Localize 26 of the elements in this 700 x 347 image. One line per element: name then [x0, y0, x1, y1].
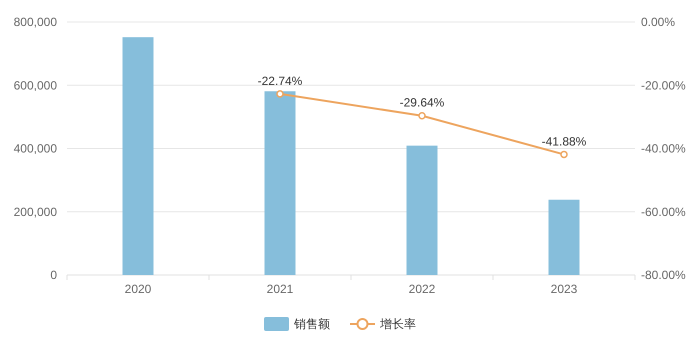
- bar: [548, 200, 580, 275]
- y-tick-label: 600,000: [14, 78, 58, 92]
- data-label: -29.64%: [400, 96, 445, 110]
- x-tick-label: 2020: [124, 282, 152, 296]
- bar: [264, 91, 296, 275]
- point: [276, 90, 284, 98]
- y2-tick-label: -60.00%: [641, 204, 686, 219]
- point: [560, 150, 568, 158]
- bar: [122, 37, 154, 275]
- bar: [406, 146, 438, 275]
- y2-tick-label: 0.00%: [641, 15, 676, 29]
- data-label: -22.74%: [258, 74, 303, 88]
- y-tick-label: 0: [50, 268, 58, 282]
- y-tick-label: 800,000: [14, 15, 58, 29]
- y2-tick-label: -40.00%: [641, 142, 686, 156]
- x-tick-label: 2023: [550, 282, 578, 296]
- y-tick-label: 400,000: [14, 142, 58, 156]
- data-label: -41.88%: [542, 134, 587, 148]
- x-tick-label: 2022: [408, 282, 436, 296]
- point: [418, 112, 426, 120]
- y2-tick-label: -20.00%: [641, 78, 686, 92]
- x-tick-label: 2021: [266, 282, 294, 296]
- legend-label: 销售额: [293, 317, 330, 331]
- y2-tick-label: -80.00%: [641, 268, 686, 282]
- y-tick-label: 200,000: [14, 204, 58, 219]
- legend-label: 增长率: [379, 317, 416, 331]
